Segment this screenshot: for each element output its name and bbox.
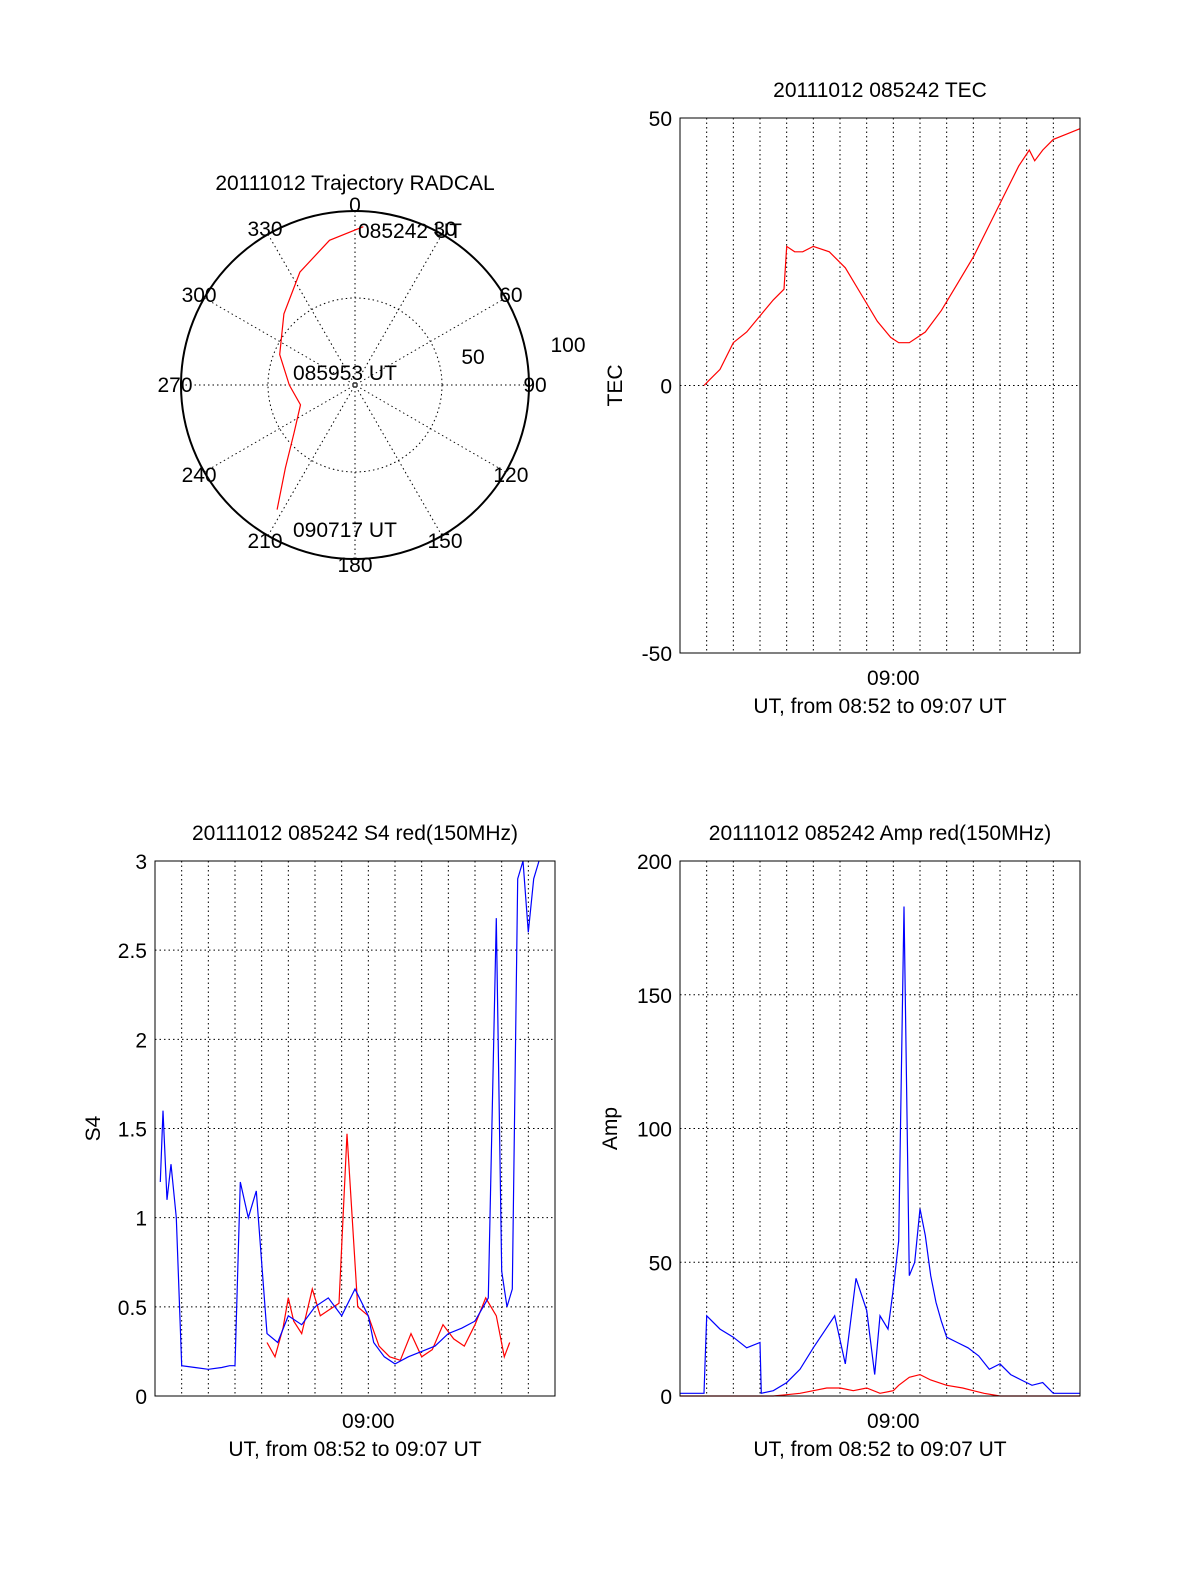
polar-azimuth-label: 210 <box>247 530 282 553</box>
amp-y-gridlines <box>680 994 1080 1263</box>
s4-x-gridlines <box>181 861 529 1396</box>
trajectory-polar-panel: 20111012 Trajectory RADCAL 0 30 60 90 120 150… <box>157 172 585 577</box>
s4-plot-frame <box>154 860 556 1397</box>
polar-azimuth-label: 270 <box>157 374 192 397</box>
y-tick-label: 0 <box>660 376 672 399</box>
tec-plot-frame <box>679 117 1081 654</box>
y-tick-label: 50 <box>649 108 672 131</box>
amp-x-tick-label: 09:00 <box>867 1410 920 1433</box>
polar-radial-label-50: 50 <box>461 346 484 369</box>
polar-azimuth-label: 30 <box>433 218 456 241</box>
series-line <box>266 1133 511 1362</box>
amp-chart-panel: 20111012 085242 Amp red(150MHz) 0 50 100 15… <box>599 822 1081 1461</box>
s4-series <box>159 860 540 1370</box>
amp-x-axis-label: UT, from 08:52 to 09:07 UT <box>753 1438 1006 1461</box>
tec-chart-panel: 20111012 085242 TEC -50 0 50 09:00 UT, fro… <box>604 79 1081 718</box>
polar-azimuth-label: 150 <box>427 530 462 553</box>
y-tick-label: -50 <box>642 643 672 666</box>
series-line <box>680 1373 1080 1397</box>
amp-y-axis-label: Amp <box>599 1107 622 1150</box>
polar-outer-circle <box>180 210 530 560</box>
y-tick-label: 200 <box>637 851 672 874</box>
series-line <box>159 860 540 1370</box>
s4-y-tick-labels: 0 0.5 1 1.5 2 2.5 3 <box>118 851 147 1409</box>
y-tick-label: 2 <box>135 1029 147 1052</box>
amp-x-gridlines <box>706 861 1054 1396</box>
y-tick-label: 1 <box>135 1208 147 1231</box>
polar-point-label-mid: 085953 UT <box>293 362 397 385</box>
polar-azimuth-label: 0 <box>349 194 361 217</box>
polar-trajectory-line <box>276 226 364 510</box>
tec-title: 20111012 085242 TEC <box>773 79 987 102</box>
polar-azimuth-label: 120 <box>493 464 528 487</box>
y-tick-label: 0 <box>660 1386 672 1409</box>
y-tick-label: 3 <box>135 851 147 874</box>
s4-y-gridlines <box>155 949 555 1308</box>
polar-azimuth-label: 180 <box>337 554 372 577</box>
polar-radial-label-100: 100 <box>550 334 585 357</box>
amp-title: 20111012 085242 Amp red(150MHz) <box>709 822 1051 845</box>
tec-x-tick-label: 09:00 <box>867 667 920 690</box>
tec-series <box>703 128 1081 386</box>
polar-azimuth-label: 90 <box>523 374 546 397</box>
amp-series <box>680 906 1080 1397</box>
polar-azimuth-label: 240 <box>182 464 217 487</box>
polar-azimuth-label: 300 <box>182 284 217 307</box>
y-tick-label: 50 <box>649 1252 672 1275</box>
y-tick-label: 100 <box>637 1119 672 1142</box>
s4-x-axis-label: UT, from 08:52 to 09:07 UT <box>228 1438 481 1461</box>
amp-plot-frame <box>679 860 1081 1397</box>
y-tick-label: 0 <box>135 1386 147 1409</box>
s4-x-tick-label: 09:00 <box>342 1410 395 1433</box>
polar-point-label-end: 090717 UT <box>293 519 397 542</box>
polar-point-label-start: 085242 UT <box>358 220 462 243</box>
s4-chart-panel: 20111012 085242 S4 red(150MHz) 0 0.5 1 1.5 2… <box>82 822 556 1461</box>
y-tick-label: 2.5 <box>118 940 147 963</box>
polar-azimuth-gridlines <box>181 211 529 559</box>
polar-azimuth-label: 330 <box>247 218 282 241</box>
tec-y-axis-label: TEC <box>604 365 627 407</box>
series-line <box>703 128 1081 386</box>
y-tick-label: 150 <box>637 985 672 1008</box>
polar-title: 20111012 Trajectory RADCAL <box>215 172 494 195</box>
tec-x-axis-label: UT, from 08:52 to 09:07 UT <box>753 695 1006 718</box>
polar-azimuth-labels: 0 30 60 90 120 150 180 210 240 270 300 330 <box>157 194 546 577</box>
y-tick-label: 1.5 <box>118 1119 147 1142</box>
series-line <box>680 906 1080 1395</box>
tec-y-tick-labels: -50 0 50 <box>642 108 672 666</box>
amp-y-tick-labels: 0 50 100 150 200 <box>637 851 672 1409</box>
s4-title: 20111012 085242 S4 red(150MHz) <box>192 822 518 845</box>
s4-y-axis-label: S4 <box>82 1115 105 1141</box>
polar-azimuth-label: 60 <box>499 284 522 307</box>
tec-x-gridlines <box>706 118 1054 653</box>
y-tick-label: 0.5 <box>118 1297 147 1320</box>
